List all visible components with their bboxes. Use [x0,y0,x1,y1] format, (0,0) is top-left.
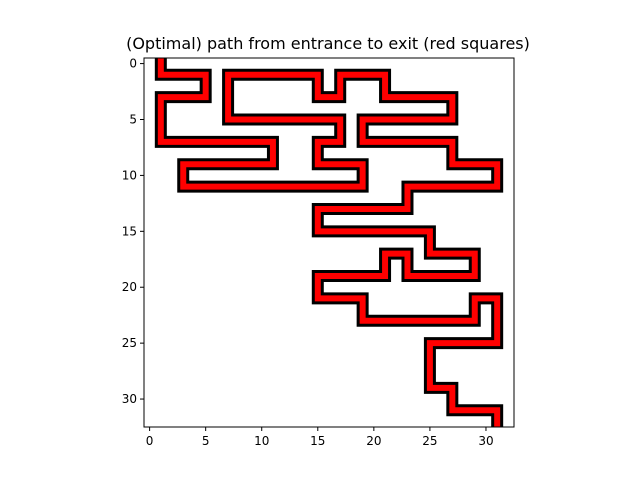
x-tick-label: 20 [366,434,381,448]
y-axis: 0 5 10 15 20 25 30 [122,57,144,406]
chart-title: (Optimal) path from entrance to exit (re… [126,34,530,53]
y-tick-label: 15 [122,224,137,238]
axes-frame [143,57,515,428]
x-tick-label: 30 [478,434,493,448]
y-tick-label: 25 [122,336,137,350]
x-axis: 0 5 10 15 20 25 30 [146,427,494,448]
y-tick-label: 10 [122,168,137,182]
path-fill [157,58,501,427]
y-tick-label: 30 [122,392,137,406]
x-tick-label: 0 [146,434,154,448]
x-tick-label: 10 [254,434,269,448]
plot-area [154,58,504,427]
x-tick-label: 15 [310,434,325,448]
y-tick-label: 5 [129,113,137,127]
y-tick-label: 20 [122,280,137,294]
x-tick-label: 25 [422,434,437,448]
y-tick-label: 0 [129,57,137,71]
x-tick-label: 5 [202,434,210,448]
